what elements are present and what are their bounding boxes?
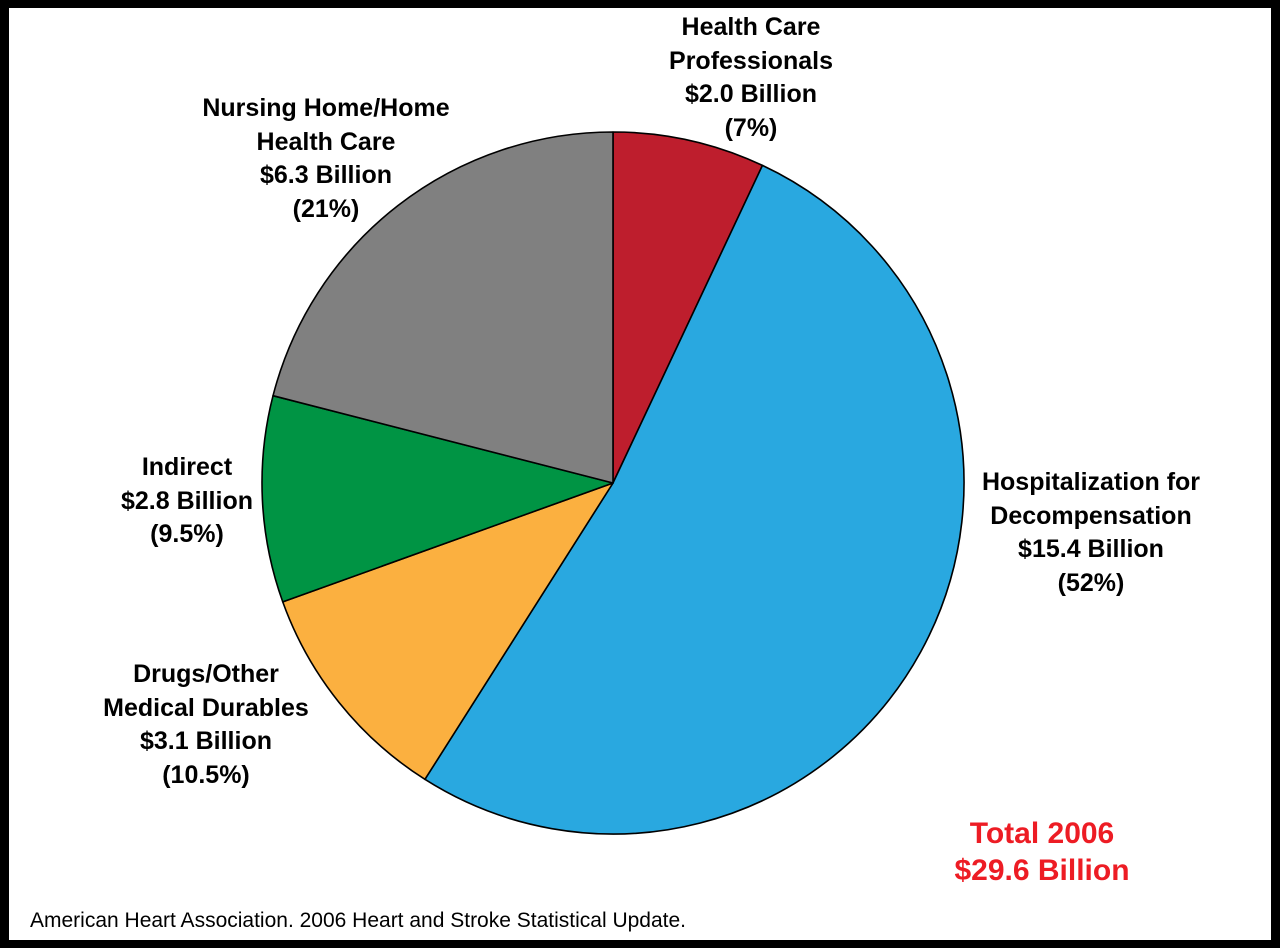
label-drugs-line-4: (10.5%) (162, 760, 250, 789)
label-indirect-line-2: $2.8 Billion (121, 486, 253, 515)
label-hospitalization: Hospitalization for Decompensation $15.4… (956, 466, 1226, 600)
chart-frame: Health Care Professionals $2.0 Billion (… (9, 8, 1271, 940)
label-drugs-line-1: Drugs/Other (133, 660, 279, 688)
label-nursing-home-health-care: Nursing Home/Home Health Care $6.3 Billi… (171, 92, 481, 226)
label-drugs-other-medical-durables: Drugs/Other Medical Durables $3.1 Billio… (76, 658, 336, 792)
pie-chart (261, 131, 965, 835)
pie-slice-hcp (612, 131, 764, 484)
label-hosp-line-4: (52%) (1057, 568, 1125, 597)
label-hosp-line-3: $15.4 Billion (1018, 535, 1164, 563)
label-nursing-line-4: (21%) (292, 194, 360, 223)
pie-slice-indirect (261, 394, 614, 603)
pie-slice-drugs (281, 482, 614, 781)
total-label-line-1: Total 2006 (969, 817, 1115, 850)
label-nursing-line-3: $6.3 Billion (260, 161, 392, 189)
label-hcp-line-2: Professionals (669, 46, 833, 75)
label-indirect: Indirect $2.8 Billion (9.5%) (97, 451, 277, 552)
label-drugs-line-2: Medical Durables (103, 693, 309, 722)
label-drugs-line-3: $3.1 Billion (140, 727, 272, 755)
pie-slice-nursing (272, 131, 614, 484)
total-label: Total 2006 $29.6 Billion (912, 815, 1172, 889)
label-nursing-line-1: Nursing Home/Home (202, 94, 450, 122)
label-hosp-line-2: Decompensation (990, 501, 1192, 530)
pie-slice-hosp (424, 164, 965, 835)
label-hosp-line-1: Hospitalization for (981, 468, 1201, 496)
label-indirect-line-1: Indirect (141, 453, 233, 481)
label-hcp-line-1: Health Care (681, 13, 821, 41)
label-health-care-professionals: Health Care Professionals $2.0 Billion (… (641, 11, 861, 145)
total-label-line-2: $29.6 Billion (954, 854, 1130, 887)
source-citation: American Heart Association. 2006 Heart a… (30, 909, 687, 932)
label-hcp-line-4: (7%) (724, 113, 778, 142)
label-nursing-line-2: Health Care (256, 127, 396, 156)
label-indirect-line-3: (9.5%) (150, 520, 224, 548)
label-hcp-line-3: $2.0 Billion (685, 80, 817, 108)
